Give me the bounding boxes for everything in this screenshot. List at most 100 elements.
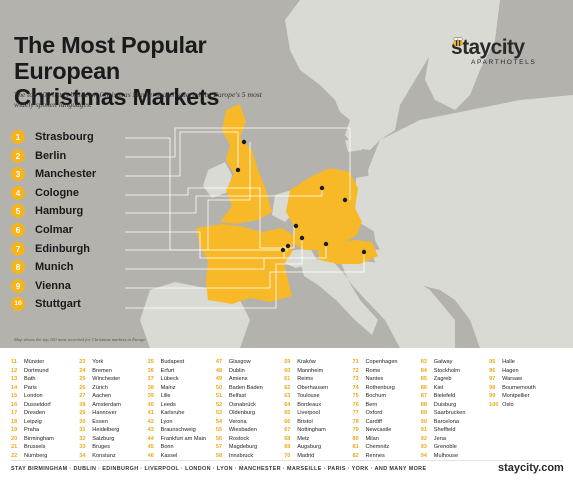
market-rank: 47 [215,359,223,365]
market-name: Leipzig [24,418,42,425]
market-name: Stockholm [433,367,460,374]
market-name: Mannheim [297,367,324,374]
market-name: Baden Baden [228,384,263,391]
market-name: Galway [433,359,453,365]
rank-badge: 1 [11,130,25,144]
markets-column: 47 Glasgow 48 Dublin 49 Amiens 50 Baden Baden 51… [216,358,283,461]
market-name: Milan [365,435,379,442]
rank-city-name: Edinburgh [35,242,90,255]
market-rank: 23 [79,359,86,365]
market-name: Barcelona [433,418,459,425]
market-list-item: 97 Warsaw [489,375,556,384]
market-rank: 19 [11,427,18,434]
market-name: Jena [433,435,446,442]
rank-city-name: Berlin [35,149,67,162]
market-list-item: 77 Oxford [353,409,420,418]
market-list-item: 25 Winchester [79,375,146,384]
hungary-land [372,248,420,275]
market-rank: 91 [420,427,428,434]
rank-city-name: Colmar [35,223,73,236]
market-rank: 26 [79,384,86,391]
market-name: Warsaw [502,376,523,383]
rank-badge: 6 [11,222,25,237]
market-list-item: 53 Oldenburg [216,409,283,418]
market-rank: 80 [352,435,359,442]
market-rank: 93 [420,444,428,451]
market-rank: 29 [79,410,86,417]
market-name: Amiens [228,376,248,383]
market-list-item: 78 Cardiff [353,418,420,427]
market-rank: 88 [420,401,428,408]
market-rank: 44 [147,435,154,442]
market-list-item: 57 Magdeburg [216,443,283,452]
market-rank: 57 [215,444,223,451]
market-list-item: 40 Leeds [148,401,215,410]
france [196,224,294,304]
market-name: Bournemouth [502,384,536,391]
market-list-item: 13 Bath [11,375,78,384]
market-rank: 55 [215,427,223,434]
market-rank: 22 [11,453,18,460]
market-list-item: 29 Hannover [79,409,146,418]
rank-badge: 10 [11,297,25,312]
market-rank: 83 [420,359,428,365]
map-note: Map shows the top 100 most searched for … [14,337,146,342]
market-name: Bordeaux [297,401,322,408]
market-rank: 74 [352,384,359,391]
market-rank: 62 [284,384,291,391]
market-name: Winchester [92,376,121,383]
market-list-item: 26 Zürich [79,384,146,393]
marker-colmar [280,247,286,253]
markets-column: 23 York 24 Bremen 25 Winchester 26 Zürich 27 Aach… [79,358,146,461]
market-name: Belfast [228,393,246,400]
market-rank: 73 [352,376,359,383]
title-line-2: Christmas Markets [14,84,220,110]
market-list-item: 47 Glasgow [216,358,283,367]
market-name: Mulhouse [433,453,459,460]
market-list-item: 27 Aachen [79,392,146,401]
staycity-logo[interactable]: staycity APARTHOTELS [451,37,561,75]
market-rank: 27 [79,393,86,400]
market-list-item: 90 Barcelona [421,418,488,427]
top10-item: 8 Munich [11,259,131,277]
market-rank: 37 [147,376,154,383]
market-list-item: 84 Stockholm [421,367,488,376]
market-list-item: 67 Nottingham [284,426,351,435]
poland-czech-land [355,172,400,232]
marker-vienna [361,249,367,255]
rank-badge: 9 [11,278,25,293]
market-name: Bochum [365,393,387,400]
market-list-item: 11 Münster [11,358,78,367]
market-rank: 69 [284,444,291,451]
website-link[interactable]: staycity.com [498,462,564,474]
lower-panel [0,348,573,489]
market-rank: 99 [489,393,496,400]
market-name: Karlsruhe [160,410,185,417]
market-rank: 71 [352,359,359,365]
market-list-item: 94 Mulhouse [421,452,488,461]
market-rank: 28 [79,401,86,408]
austria [316,240,378,264]
rank-badge: 8 [11,260,25,275]
market-rank: 87 [420,393,428,400]
market-list-item: 59 Kraków [284,358,351,367]
market-name: Bielefeld [433,393,456,400]
market-list-item: 45 Bonn [148,443,215,452]
market-rank: 60 [284,367,291,374]
market-name: Frankfurt am Main [160,435,206,442]
market-list-item: 21 Brussels [11,443,78,452]
market-rank: 30 [79,418,86,425]
market-name: Münster [24,359,45,365]
market-list-item: 24 Bremen [79,367,146,376]
market-name: Bristol [297,418,313,425]
market-name: Dresden [24,410,46,417]
market-name: Birmingham [24,435,54,442]
market-rank: 86 [420,384,428,391]
market-name: Toulouse [297,393,320,400]
market-list-item: 36 Erfurt [148,367,215,376]
market-name: Mainz [160,384,176,391]
market-list-item: 17 Dresden [11,409,78,418]
brand-tagline: APARTHOTELS [471,59,537,66]
brand-name: staycity [451,36,525,59]
